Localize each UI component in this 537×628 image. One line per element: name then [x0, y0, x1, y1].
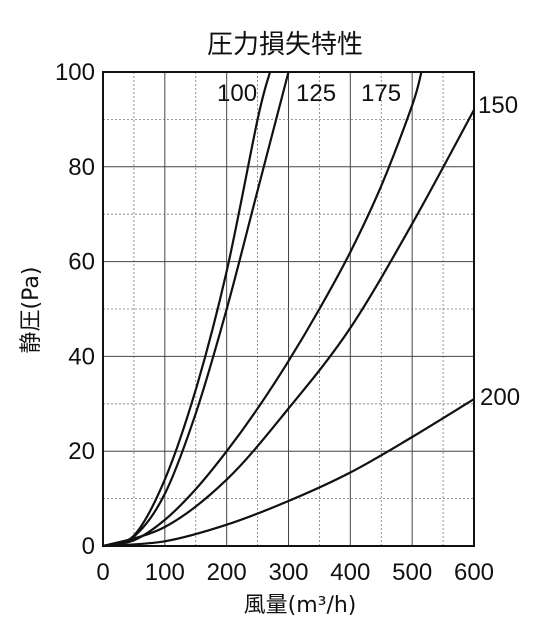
x-tick-label: 100	[145, 559, 185, 586]
y-tick-label: 100	[55, 59, 95, 86]
curve-label-175: 175	[361, 80, 401, 107]
x-tick-label: 400	[330, 559, 370, 586]
curve-label-100: 100	[217, 80, 257, 107]
y-tick-label: 60	[68, 249, 95, 276]
series-line-150	[102, 109, 475, 548]
x-axis-label: 風量(m³/h)	[244, 593, 357, 618]
curve-label-125: 125	[296, 80, 336, 107]
x-tick-label: 300	[268, 559, 308, 586]
x-tick-label: 200	[207, 559, 247, 586]
series-line-200	[102, 398, 475, 548]
grid	[103, 72, 474, 546]
y-axis-label: 静圧(Pa)	[19, 267, 44, 354]
y-tick-label: 80	[68, 154, 95, 181]
series-line-125	[102, 71, 290, 548]
plot-frame	[102, 71, 475, 547]
y-tick-label: 0	[82, 533, 95, 560]
x-tick-label: 0	[96, 559, 109, 586]
curve-label-200: 200	[480, 384, 520, 411]
curves	[102, 71, 475, 548]
y-tick-label: 40	[68, 343, 95, 370]
x-tick-label: 600	[454, 559, 494, 586]
chart-title: 圧力損失特性	[207, 30, 363, 60]
y-tick-labels: 0 20 40 60 80 100	[55, 59, 95, 560]
x-tick-labels: 0 100 200 300 400 500 600	[96, 559, 494, 586]
series-line-100	[102, 71, 272, 548]
y-tick-label: 20	[68, 438, 95, 465]
curve-label-150: 150	[478, 92, 518, 119]
series-line-175	[102, 71, 423, 548]
x-tick-label: 500	[392, 559, 432, 586]
